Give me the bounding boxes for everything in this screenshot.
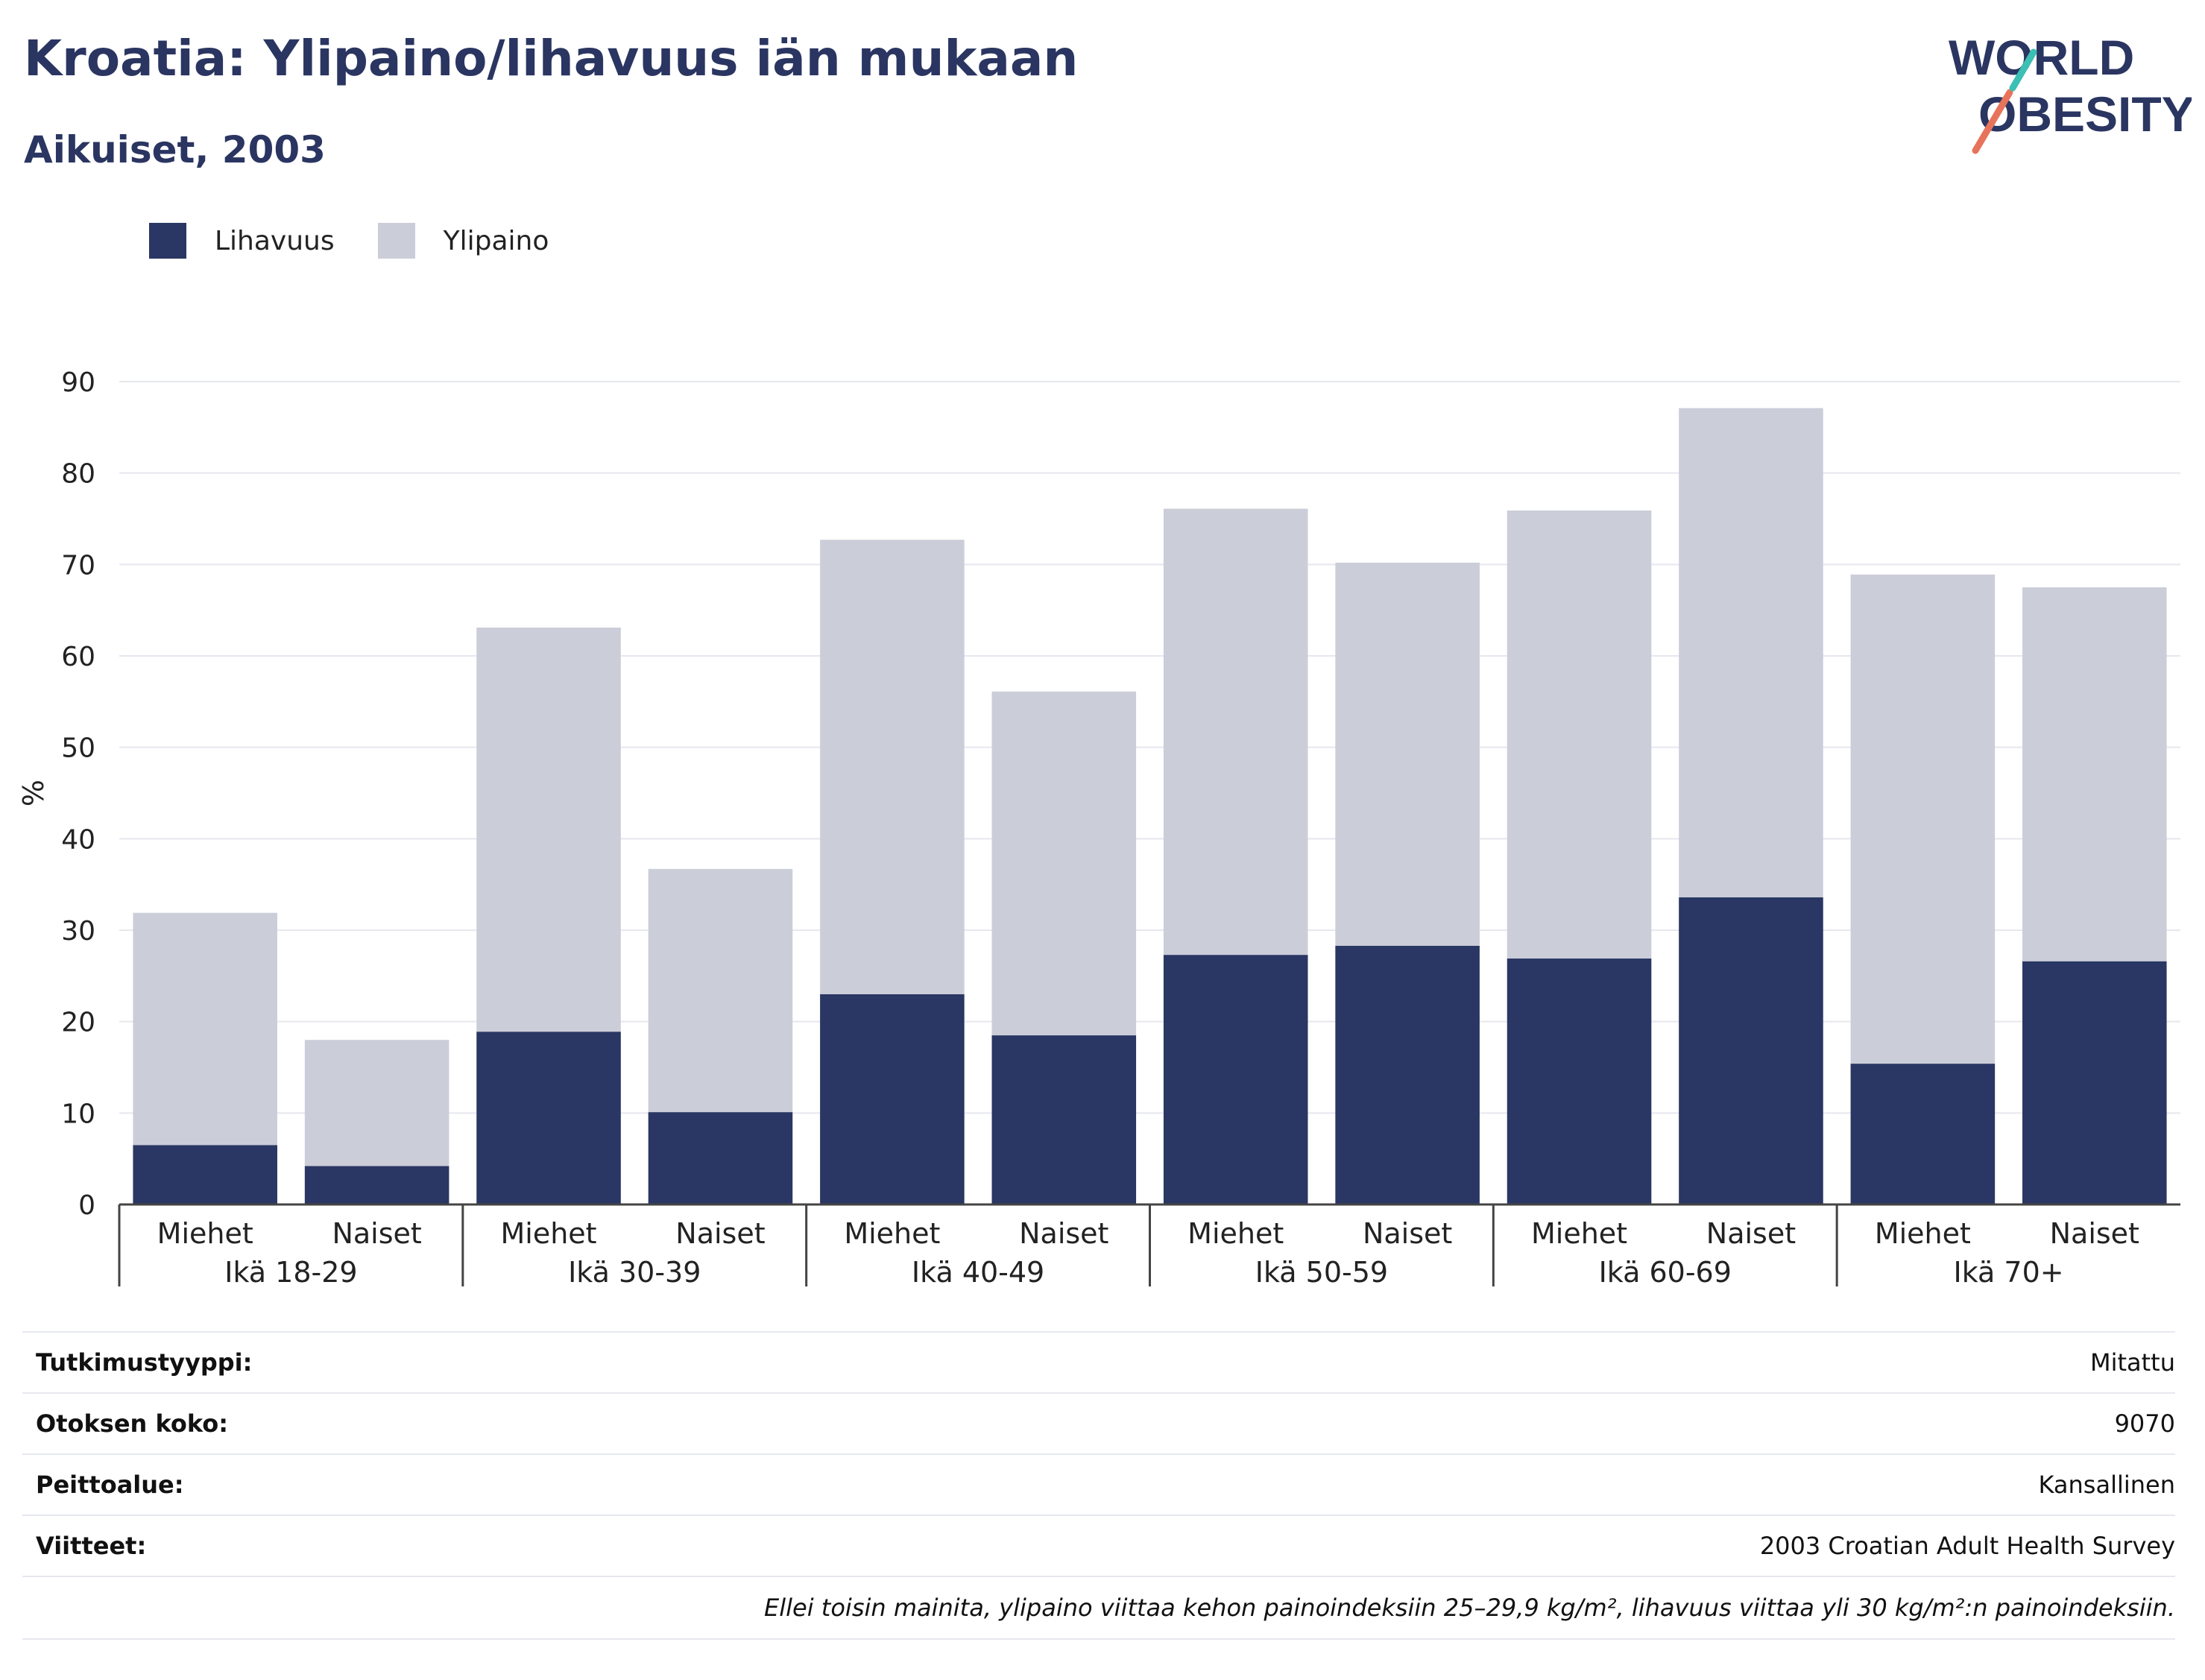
y-tick-label: 80 [61,459,95,490]
info-row-study-type: Tutkimustyyppi: Mitattu [22,1331,2175,1392]
bar-ylipaino [1507,510,1652,959]
world-obesity-logo: WORLD OBESITY [1949,30,2192,154]
info-row-references: Viitteet: 2003 Croatian Adult Health Sur… [22,1515,2175,1576]
info-key: Otoksen koko: [36,1409,229,1438]
x-subcategory-label: Miehet [844,1217,940,1250]
bar-ylipaino [304,1040,449,1166]
x-subcategory-label: Naiset [2050,1217,2139,1250]
bar-ylipaino [820,540,965,994]
info-key: Viitteet: [36,1532,147,1560]
info-row-coverage: Peittoalue: Kansallinen [22,1453,2175,1515]
bar-lihavuus [991,1035,1137,1204]
chart-subtitle: Aikuiset, 2003 [24,128,326,171]
info-value: Mitattu [2089,1348,2175,1377]
info-key: Peittoalue: [36,1471,184,1499]
bar-ylipaino [1850,574,1996,1064]
bar-lihavuus [133,1145,277,1204]
bar-lihavuus [304,1166,449,1204]
study-info-table: Tutkimustyyppi: Mitattu Otoksen koko: 90… [22,1331,2175,1640]
y-tick-label: 0 [78,1190,95,1221]
x-subcategory-label: Miehet [1531,1217,1627,1250]
bar-lihavuus [1850,1064,1996,1204]
legend-label: Ylipaino [443,225,549,256]
x-subcategory-label: Miehet [1187,1217,1284,1250]
x-subcategory-label: Miehet [1875,1217,1971,1250]
x-subcategory-label: Miehet [500,1217,596,1250]
chart-title: Kroatia: Ylipaino/lihavuus iän mukaan [24,30,1079,87]
x-group-label: Ikä 40-49 [912,1256,1044,1289]
x-subcategory-label: Miehet [157,1217,253,1250]
x-group-label: Ikä 18-29 [224,1256,357,1289]
y-tick-label: 10 [61,1099,95,1129]
info-value: 9070 [2114,1409,2175,1438]
bar-ylipaino [2022,587,2167,961]
x-group-label: Ikä 50-59 [1255,1256,1388,1289]
bar-ylipaino [648,868,793,1113]
x-group-label: Ikä 30-39 [568,1256,701,1289]
info-row-sample-size: Otoksen koko: 9070 [22,1392,2175,1453]
y-tick-label: 70 [61,550,95,581]
x-group-label: Ikä 60-69 [1599,1256,1732,1289]
y-tick-label: 40 [61,824,95,855]
info-value: 2003 Croatian Adult Health Survey [1759,1532,2175,1560]
legend-label: Lihavuus [215,225,335,256]
logo-line-2: OBESITY [1978,86,2192,142]
legend-item-ylipaino: Ylipaino [377,223,549,259]
bar-lihavuus [1679,897,1823,1204]
bar-lihavuus [1335,945,1480,1204]
bar-ylipaino [1679,408,1823,897]
bar-lihavuus [1507,959,1652,1204]
chart-legend: Lihavuus Ylipaino [149,222,592,259]
legend-swatch-ylipaino [377,223,415,259]
legend-item-lihavuus: Lihavuus [149,223,335,259]
bar-lihavuus [2022,961,2167,1204]
y-tick-label: 60 [61,642,95,672]
x-subcategory-label: Naiset [332,1217,421,1250]
bar-lihavuus [648,1112,793,1204]
x-subcategory-label: Naiset [1706,1217,1796,1250]
legend-swatch-lihavuus [149,223,186,259]
x-subcategory-label: Naiset [1363,1217,1452,1250]
bar-lihavuus [820,994,965,1204]
bar-lihavuus [476,1032,621,1204]
bar-ylipaino [1335,562,1480,946]
bar-ylipaino [991,691,1137,1036]
bar-ylipaino [1163,508,1308,956]
y-axis-label: % [17,780,50,806]
y-tick-label: 20 [61,1008,95,1038]
bar-ylipaino [476,627,621,1032]
definition-note: Ellei toisin mainita, ylipaino viittaa k… [22,1576,2175,1640]
info-key: Tutkimustyyppi: [36,1348,253,1377]
info-value: Kansallinen [2038,1471,2175,1499]
x-subcategory-label: Naiset [1019,1217,1108,1250]
bar-ylipaino [133,912,277,1146]
y-tick-label: 30 [61,916,95,947]
x-subcategory-label: Naiset [675,1217,765,1250]
stacked-bar-chart: 0 10 20 30 40 50 60 70 80 90% Miehet Naiset Miehet Na… [17,367,2180,1289]
logo-line-1: WORLD [1949,30,2134,85]
y-tick-label: 90 [61,367,95,398]
x-group-label: Ikä 70+ [1954,1256,2064,1289]
bar-lihavuus [1163,955,1308,1204]
y-tick-label: 50 [61,733,95,764]
